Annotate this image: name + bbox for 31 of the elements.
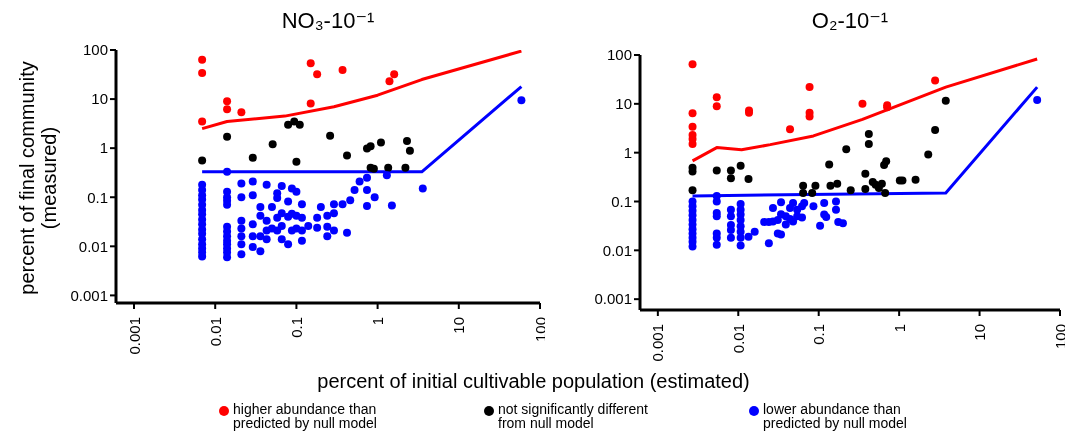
x-tick-label: 100 xyxy=(1051,324,1067,350)
chart-title: O₂-10⁻¹ xyxy=(810,8,890,34)
y-tick-label: 1 xyxy=(623,143,632,161)
x-tick-label: 10 xyxy=(450,317,468,334)
y-tick-label: 10 xyxy=(91,90,108,108)
x-tick-label: 1 xyxy=(890,324,908,333)
legend-label: higher abundance than predicted by null model xyxy=(233,401,378,431)
y-tick-label: 0.01 xyxy=(78,237,108,255)
legend-label: not significantly different from null model xyxy=(498,401,649,431)
y-tick-label: 100 xyxy=(606,46,632,64)
y-tick-label: 0.001 xyxy=(70,286,108,304)
y-tick-label: 0.001 xyxy=(594,290,632,308)
x-tick-label: 0.001 xyxy=(125,317,143,355)
x-tick-label: 100 xyxy=(531,317,549,343)
x-axis-title: percent of initial cultivable population (estimated) xyxy=(316,370,751,393)
y-tick-label: 0.01 xyxy=(602,241,632,259)
x-tick-label: 0.01 xyxy=(729,324,747,354)
y-tick-label: 1 xyxy=(99,139,108,157)
x-tick-label: 0.1 xyxy=(810,324,828,345)
legend-label: lower abundance than predicted by null model xyxy=(763,401,908,431)
chart-title: NO₃-10⁻¹ xyxy=(280,8,376,34)
y-tick-label: 10 xyxy=(615,95,632,113)
y-tick-label: 0.1 xyxy=(611,192,632,210)
x-tick-label: 0.001 xyxy=(649,324,667,362)
y-axis-title: percent of final community (measured) xyxy=(15,60,61,297)
y-tick-label: 0.1 xyxy=(87,188,108,206)
y-tick-label: 100 xyxy=(82,41,108,59)
x-tick-label: 1 xyxy=(369,317,387,326)
x-tick-label: 10 xyxy=(971,324,989,341)
x-tick-label: 0.01 xyxy=(206,317,224,347)
x-tick-label: 0.1 xyxy=(287,317,305,338)
